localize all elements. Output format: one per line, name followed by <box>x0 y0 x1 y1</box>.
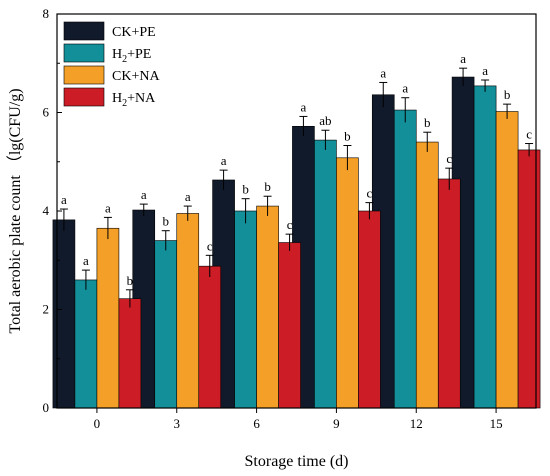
significance-label: a <box>61 192 67 207</box>
significance-label: a <box>380 65 386 80</box>
legend-label: CK+NA <box>112 69 160 84</box>
significance-label: c <box>207 238 213 253</box>
significance-label: a <box>221 153 227 168</box>
significance-label: b <box>424 115 431 130</box>
legend-swatch <box>63 65 105 85</box>
bar <box>74 279 98 409</box>
bar <box>415 141 439 409</box>
legend: CK+PE H2+PE CK+NA H2+NA <box>63 21 160 109</box>
y-tick-label: 8 <box>43 6 50 21</box>
x-tick-label: 15 <box>490 416 503 431</box>
significance-label: ab <box>319 113 331 128</box>
bar <box>234 210 257 409</box>
significance-label: a <box>482 63 488 78</box>
bar <box>336 157 359 409</box>
significance-label: b <box>344 128 351 143</box>
y-tick-label: 6 <box>43 105 50 120</box>
bars-layer <box>52 76 541 409</box>
x-tick-label: 6 <box>253 416 260 431</box>
legend-swatch <box>63 43 105 63</box>
significance-label: b <box>163 214 170 229</box>
bar <box>96 227 120 409</box>
significance-label: b <box>242 182 249 197</box>
significance-label: c <box>526 127 532 142</box>
legend-label: CK+PE <box>112 25 156 40</box>
y-tick-label: 0 <box>43 400 50 415</box>
bar <box>437 178 461 409</box>
legend-swatch <box>63 21 105 41</box>
x-tick-label: 3 <box>174 416 181 431</box>
error-bars-layer <box>59 67 534 308</box>
significance-label: a <box>105 200 111 215</box>
significance-label: a <box>402 81 408 96</box>
x-axis: 0 3 6 9 12 15 <box>94 408 503 431</box>
significance-label: a <box>141 187 147 202</box>
bar <box>517 149 541 409</box>
bar <box>278 242 301 409</box>
significance-label: c <box>367 186 373 201</box>
y-axis-title: Total aerobic plate count （lg(CFU/g) <box>6 88 24 333</box>
bar <box>198 265 222 409</box>
significance-label: a <box>83 253 89 268</box>
bar <box>154 240 178 409</box>
significance-label: b <box>264 179 271 194</box>
significance-label: c <box>287 217 293 232</box>
x-tick-label: 0 <box>94 416 101 431</box>
x-tick-label: 9 <box>333 416 340 431</box>
bar <box>393 109 417 409</box>
significance-label: b <box>504 87 511 102</box>
significance-label: a <box>301 99 307 114</box>
bar <box>256 205 279 409</box>
y-axis: 0 2 4 6 8 <box>43 6 62 415</box>
y-tick-label: 4 <box>43 203 50 218</box>
legend-label: H2+PE <box>112 47 151 65</box>
significance-label: a <box>185 189 191 204</box>
bar <box>314 139 337 409</box>
legend-swatch <box>63 87 105 107</box>
significance-label: a <box>460 51 466 66</box>
significance-label: c <box>446 151 452 166</box>
bar <box>176 213 200 409</box>
x-tick-label: 12 <box>410 416 423 431</box>
x-axis-title: Storage time (d) <box>245 453 349 470</box>
bar <box>495 111 519 409</box>
bar <box>473 85 497 409</box>
legend-label: H2+NA <box>112 91 156 109</box>
bar <box>358 210 381 409</box>
bar <box>118 298 142 409</box>
y-tick-label: 2 <box>43 302 50 317</box>
bar <box>52 219 76 409</box>
significance-label: b <box>127 273 134 288</box>
